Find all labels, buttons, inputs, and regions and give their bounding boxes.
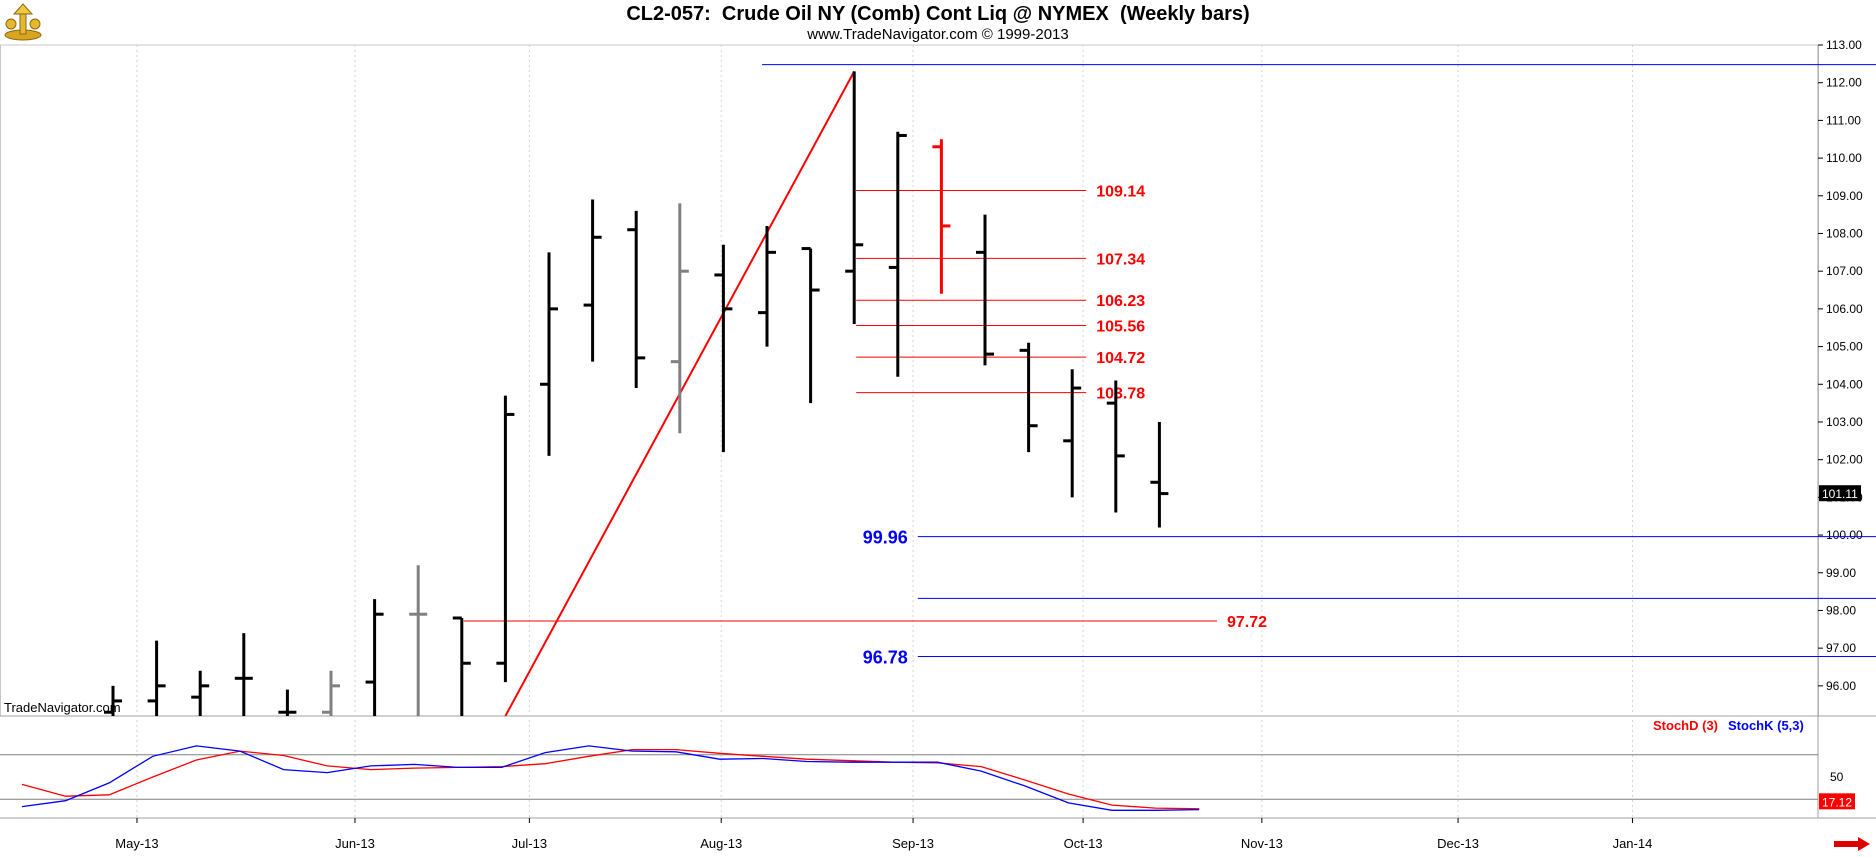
price-tick-label: 113.00 (1826, 38, 1862, 52)
ohlc-bar (1150, 421, 1169, 528)
price-tick-label: 111.00 (1826, 113, 1861, 127)
stochD-line (21, 748, 1200, 810)
price-tick-label: 99.00 (1826, 566, 1856, 580)
price-tick-label: 102.00 (1826, 453, 1863, 467)
chart-title: CL2-057: Crude Oil NY (Comb) Cont Liq @ … (626, 3, 1250, 25)
month-label: Dec-13 (1437, 836, 1479, 851)
month-label: Oct-13 (1064, 836, 1103, 851)
ohlc-bar (1063, 369, 1082, 498)
price-tick-label: 98.00 (1826, 603, 1856, 617)
ohlc-bar (583, 199, 602, 362)
ohlc-bar (932, 139, 951, 294)
ohlc-bar (845, 71, 864, 324)
osc-tick-label: 50 (1830, 770, 1844, 784)
ohlc-bar (452, 616, 471, 716)
price-tick-label: 97.00 (1826, 641, 1856, 655)
osc-value-label: 17.12 (1822, 795, 1852, 809)
price-tick-label: 107.00 (1826, 264, 1863, 278)
ohlc-bar (278, 689, 297, 716)
ohlc-bars (104, 71, 1169, 716)
ohlc-bar (365, 599, 384, 716)
fib-label-red: 105.56 (1096, 318, 1145, 335)
ohlc-bar (670, 203, 689, 434)
price-tick-label: 109.00 (1826, 189, 1863, 203)
watermark: TradeNavigator.com (4, 700, 121, 715)
price-tick-label: 108.00 (1826, 226, 1863, 240)
stochD-legend: StochD (3) (1653, 718, 1718, 733)
fib-label-red: 107.34 (1096, 251, 1145, 268)
price-tick-label: 106.00 (1826, 302, 1863, 316)
month-label: Aug-13 (700, 836, 742, 851)
current-price-badge (1819, 485, 1861, 502)
fib-label-blue: 99.96 (863, 528, 908, 548)
month-label: May-13 (115, 836, 158, 851)
price-tick-label: 100.00 (1826, 528, 1863, 542)
price-pane (0, 44, 1819, 717)
price-tick-label: 96.00 (1826, 679, 1856, 693)
month-label: Jul-13 (512, 836, 547, 851)
price-tick-label: 103.00 (1826, 415, 1863, 429)
price-tick-label: 112.00 (1826, 76, 1862, 90)
fib-label-red: 109.14 (1096, 184, 1145, 201)
current-price-label: 101.11 (1822, 487, 1858, 501)
month-label: Jan-14 (1613, 836, 1653, 851)
right-arrow-icon[interactable] (1832, 836, 1872, 852)
fib-label-red: 106.23 (1096, 293, 1145, 310)
fib-label-red: 103.78 (1096, 386, 1145, 403)
ohlc-bar (1106, 380, 1125, 513)
ohlc-bar (888, 131, 907, 377)
fib-label-blue: 96.78 (863, 647, 908, 667)
osc-value-badge (1819, 793, 1855, 810)
ohlc-bar (104, 685, 122, 716)
ohlc-bar (409, 565, 428, 716)
fib-label-red: 104.72 (1096, 350, 1145, 367)
ohlc-bar (496, 395, 515, 683)
chart-subtitle: www.TradeNavigator.com © 1999-2013 (807, 26, 1069, 43)
ohlc-bar (1019, 342, 1038, 453)
ohlc-bar (234, 633, 253, 716)
price-tick-label: 110.00 (1826, 151, 1862, 165)
ohlc-bar (540, 252, 558, 456)
ohlc-bar (758, 225, 776, 347)
ohlc-bar (976, 214, 994, 366)
month-label: Nov-13 (1241, 836, 1283, 851)
price-tick-label: 104.00 (1826, 377, 1863, 391)
fib-label-red: 97.72 (1227, 614, 1267, 631)
ohlc-bar (714, 244, 733, 453)
ohlc-bar (801, 247, 820, 404)
price-tick-label: 105.00 (1826, 340, 1863, 354)
trade-navigator-logo-icon[interactable] (2, 2, 44, 42)
stochK-line (21, 745, 1200, 811)
month-label: Sep-13 (892, 836, 934, 851)
stochK-legend: StochK (5,3) (1728, 718, 1804, 733)
ohlc-bar (147, 640, 166, 716)
ohlc-bar (322, 670, 340, 716)
ohlc-bar (191, 670, 210, 716)
ohlc-bar (627, 210, 646, 389)
month-label: Jun-13 (335, 836, 375, 851)
